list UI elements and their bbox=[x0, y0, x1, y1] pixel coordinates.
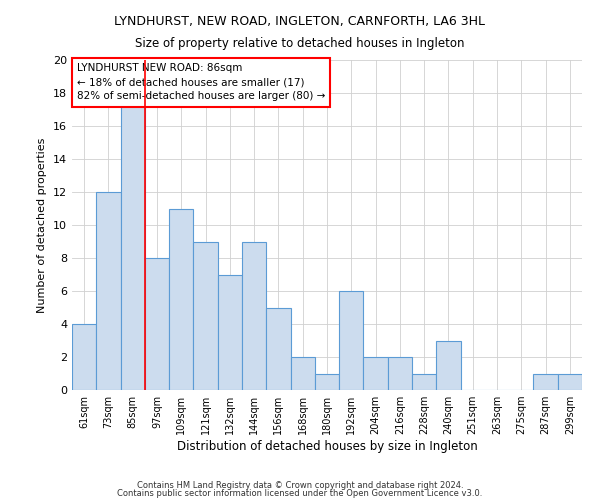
Bar bbox=[388, 357, 412, 390]
X-axis label: Distribution of detached houses by size in Ingleton: Distribution of detached houses by size … bbox=[176, 440, 478, 453]
Y-axis label: Number of detached properties: Number of detached properties bbox=[37, 138, 47, 312]
Bar bbox=[266, 308, 290, 390]
Bar bbox=[121, 76, 145, 390]
Text: Contains public sector information licensed under the Open Government Licence v3: Contains public sector information licen… bbox=[118, 489, 482, 498]
Bar bbox=[364, 357, 388, 390]
Text: Contains HM Land Registry data © Crown copyright and database right 2024.: Contains HM Land Registry data © Crown c… bbox=[137, 480, 463, 490]
Bar bbox=[242, 242, 266, 390]
Bar bbox=[145, 258, 169, 390]
Text: LYNDHURST NEW ROAD: 86sqm
← 18% of detached houses are smaller (17)
82% of semi-: LYNDHURST NEW ROAD: 86sqm ← 18% of detac… bbox=[77, 64, 325, 102]
Bar bbox=[169, 208, 193, 390]
Text: LYNDHURST, NEW ROAD, INGLETON, CARNFORTH, LA6 3HL: LYNDHURST, NEW ROAD, INGLETON, CARNFORTH… bbox=[115, 15, 485, 28]
Bar bbox=[218, 274, 242, 390]
Bar bbox=[436, 340, 461, 390]
Bar bbox=[72, 324, 96, 390]
Bar bbox=[339, 291, 364, 390]
Bar bbox=[315, 374, 339, 390]
Bar bbox=[558, 374, 582, 390]
Bar bbox=[290, 357, 315, 390]
Bar bbox=[412, 374, 436, 390]
Bar bbox=[533, 374, 558, 390]
Bar bbox=[193, 242, 218, 390]
Bar bbox=[96, 192, 121, 390]
Text: Size of property relative to detached houses in Ingleton: Size of property relative to detached ho… bbox=[135, 38, 465, 51]
